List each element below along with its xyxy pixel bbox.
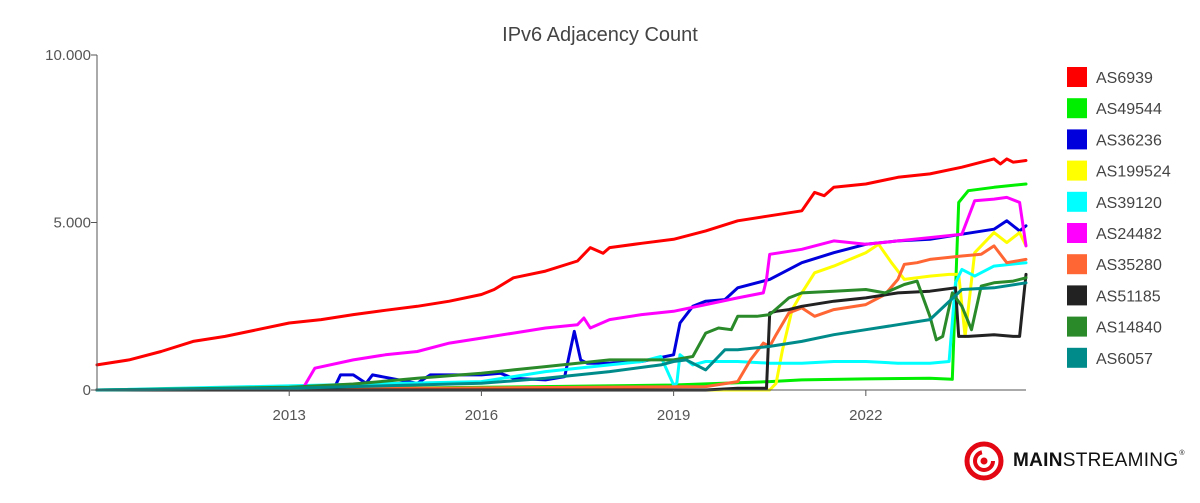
legend-label-as51185: AS51185: [1096, 288, 1161, 305]
legend-swatch-as14840: [1067, 316, 1087, 337]
series-line-as51185: [95, 272, 1028, 392]
y-tick-label: 5.000: [53, 215, 91, 232]
x-tick-label: 2013: [273, 407, 306, 424]
legend: AS6939 AS49544 AS36236 AS199524 AS39120 AS244…: [1067, 67, 1171, 368]
y-tick-label: 0: [83, 382, 91, 399]
logo-text-bold: MAIN: [1013, 450, 1063, 471]
x-tick-label: 2019: [657, 407, 690, 424]
legend-label-as49544: AS49544: [1096, 101, 1162, 118]
axes-layer: [96, 55, 1026, 391]
mainstreaming-ring-icon: [964, 441, 1004, 481]
series-line-as35280: [95, 244, 1028, 392]
legend-label-as24482: AS24482: [1096, 226, 1162, 243]
series-layer: [95, 157, 1028, 392]
x-tick-label: 2016: [465, 407, 498, 424]
legend-swatch-as35280: [1067, 254, 1087, 275]
y-tick-label: 10.000: [45, 47, 91, 64]
series-line-as199524: [95, 231, 1028, 392]
legend-swatch-as6057: [1067, 347, 1087, 368]
x-ticks: 2013 2016 2019 2022: [273, 390, 883, 424]
legend-label-as199524: AS199524: [1096, 164, 1171, 181]
logo-trademark: ®: [1179, 450, 1185, 457]
legend-label-as39120: AS39120: [1096, 195, 1162, 212]
chart-title: IPv6 Adjacency Count: [502, 24, 698, 46]
legend-swatch-as49544: [1067, 98, 1087, 119]
y-ticks: 0 5.000 10.000: [45, 47, 97, 399]
legend-label-as6057: AS6057: [1096, 351, 1153, 368]
series-line-as6939: [95, 157, 1028, 367]
legend-swatch-as6939: [1067, 67, 1087, 87]
brand-logo: MAINSTREAMING®: [963, 439, 1185, 483]
legend-swatch-as51185: [1067, 285, 1087, 306]
legend-swatch-as39120: [1067, 191, 1087, 212]
logo-text: MAINSTREAMING®: [1013, 450, 1185, 472]
series-line-as49544: [95, 182, 1028, 392]
legend-swatch-as199524: [1067, 160, 1087, 181]
legend-swatch-as24482: [1067, 223, 1087, 243]
logo-text-light: STREAMING: [1062, 450, 1179, 471]
x-tick-label: 2022: [849, 407, 882, 424]
legend-label-as36236: AS36236: [1096, 132, 1162, 149]
legend-label-as14840: AS14840: [1096, 320, 1162, 337]
series-line-as24482: [95, 195, 1028, 392]
legend-swatch-as36236: [1067, 129, 1087, 150]
legend-label-as35280: AS35280: [1096, 257, 1162, 274]
legend-label-as6939: AS6939: [1096, 70, 1153, 87]
series-line-as6057: [95, 281, 1028, 392]
